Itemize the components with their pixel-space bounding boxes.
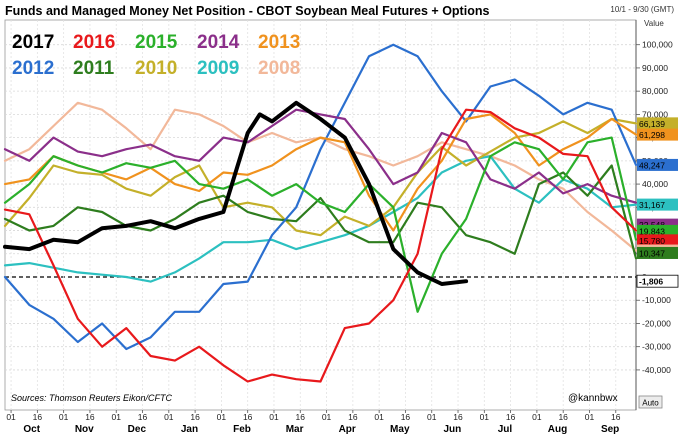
end-label-text: 66,139 <box>639 119 665 129</box>
x-day-label: 16 <box>138 412 148 422</box>
x-day-label: 01 <box>59 412 69 422</box>
x-day-label: 01 <box>585 412 595 422</box>
legend-entry-2011: 2011 <box>73 58 115 79</box>
chart-title: Funds and Managed Money Net Position - C… <box>5 4 489 18</box>
x-month-label: Jun <box>443 424 461 435</box>
x-month-label: Jul <box>498 424 513 435</box>
end-label-text: 48,247 <box>639 160 665 170</box>
end-value-labels: 66,13961,29848,24731,16722,54819,84315,7… <box>636 117 679 288</box>
y-tick-label: 80,000 <box>642 86 668 96</box>
x-day-label: 01 <box>374 412 384 422</box>
x-day-label: 01 <box>427 412 437 422</box>
x-day-label: 16 <box>558 412 568 422</box>
x-day-label: 01 <box>6 412 16 422</box>
x-month-label: Sep <box>601 424 619 435</box>
x-day-label: 01 <box>269 412 279 422</box>
x-day-label: 01 <box>322 412 332 422</box>
end-label-box <box>637 128 678 141</box>
x-day-label: 16 <box>401 412 411 422</box>
series-line-2013 <box>3 113 638 232</box>
x-day-label: 16 <box>85 412 95 422</box>
x-month-label: Dec <box>128 424 147 435</box>
end-label-box <box>637 246 678 259</box>
series-line-2014 <box>3 108 638 204</box>
end-label-box <box>637 224 678 237</box>
series-line-2015 <box>3 136 638 313</box>
x-month-label: Mar <box>286 424 304 435</box>
y-tick-label: 40,000 <box>642 179 668 189</box>
end-label-text: 31,167 <box>639 200 665 210</box>
series-line-2011 <box>3 164 638 260</box>
x-day-label: 16 <box>506 412 516 422</box>
x-day-label: 01 <box>532 412 542 422</box>
auto-scale-button[interactable] <box>638 395 663 409</box>
x-day-label: 16 <box>296 412 306 422</box>
x-day-label: 01 <box>217 412 227 422</box>
x-month-label: Jan <box>181 424 198 435</box>
y-tick-label: -10,000 <box>642 295 671 305</box>
auto-scale-button-label: Auto <box>642 399 659 408</box>
x-month-label: Feb <box>233 424 251 435</box>
current-value-box <box>636 274 679 288</box>
legend-entry-2017: 2017 <box>12 32 54 53</box>
legend-entry-2010: 2010 <box>135 58 177 79</box>
x-day-label: 01 <box>480 412 490 422</box>
x-day-label: 01 <box>111 412 121 422</box>
legend-entry-2012: 2012 <box>12 58 54 79</box>
y-tick-label: -40,000 <box>642 365 671 375</box>
legend-entry-2014: 2014 <box>197 32 240 53</box>
y-tick-label: -30,000 <box>642 342 671 352</box>
series-line-2016 <box>3 108 638 383</box>
x-axis: 01 16 01 16 01 16 01 16 01 16 01 16 01 16 01 16 01 16 01 16… <box>6 410 621 435</box>
legend-entry-2008: 2008 <box>258 58 300 79</box>
x-day-label: 16 <box>453 412 463 422</box>
end-label-box <box>637 198 678 211</box>
y-tick-label: 90,000 <box>642 63 668 73</box>
legend-entry-2009: 2009 <box>197 58 239 79</box>
end-label-text: 10,347 <box>639 248 665 258</box>
x-day-label: 01 <box>164 412 174 422</box>
current-value-label: -1,806 <box>639 277 663 287</box>
x-day-label: 16 <box>33 412 43 422</box>
x-month-label: Nov <box>75 424 94 435</box>
x-month-label: Apr <box>339 424 356 435</box>
end-label-box <box>637 158 678 171</box>
legend-entry-2016: 2016 <box>73 32 115 53</box>
x-day-label: 16 <box>190 412 200 422</box>
x-day-label: 16 <box>611 412 621 422</box>
x-day-label: 16 <box>348 412 358 422</box>
legend-entry-2015: 2015 <box>135 32 178 53</box>
y-tick-label: -20,000 <box>642 318 671 328</box>
series-line-2012 <box>3 43 638 351</box>
y-tick-label: 70,000 <box>642 109 668 119</box>
end-label-text: 15,780 <box>639 236 665 246</box>
end-label-text: 19,843 <box>639 226 665 236</box>
series-line-2009 <box>3 155 638 283</box>
end-label-text: 61,298 <box>639 130 665 140</box>
x-month-label: Oct <box>23 424 40 435</box>
end-label-box <box>637 117 678 130</box>
end-label-box <box>637 234 678 247</box>
series-line-2017 <box>3 100 469 286</box>
legend: 2017 2016 2015 2014 2013 2012 2011 2010 2009 2008 <box>12 32 300 79</box>
series-lines <box>3 43 638 383</box>
y-tick-label: 100,000 <box>642 40 673 50</box>
author-handle: @kannbwx <box>568 393 618 404</box>
x-month-label: May <box>390 424 410 435</box>
x-day-label: 16 <box>243 412 253 422</box>
value-axis-label: Value <box>644 19 664 28</box>
x-month-label: Aug <box>548 424 567 435</box>
source-note: Sources: Thomson Reuters Eikon/CFTC <box>11 393 173 403</box>
legend-entry-2013: 2013 <box>258 32 300 53</box>
date-range: 10/1 - 9/30 (GMT) <box>610 5 674 14</box>
